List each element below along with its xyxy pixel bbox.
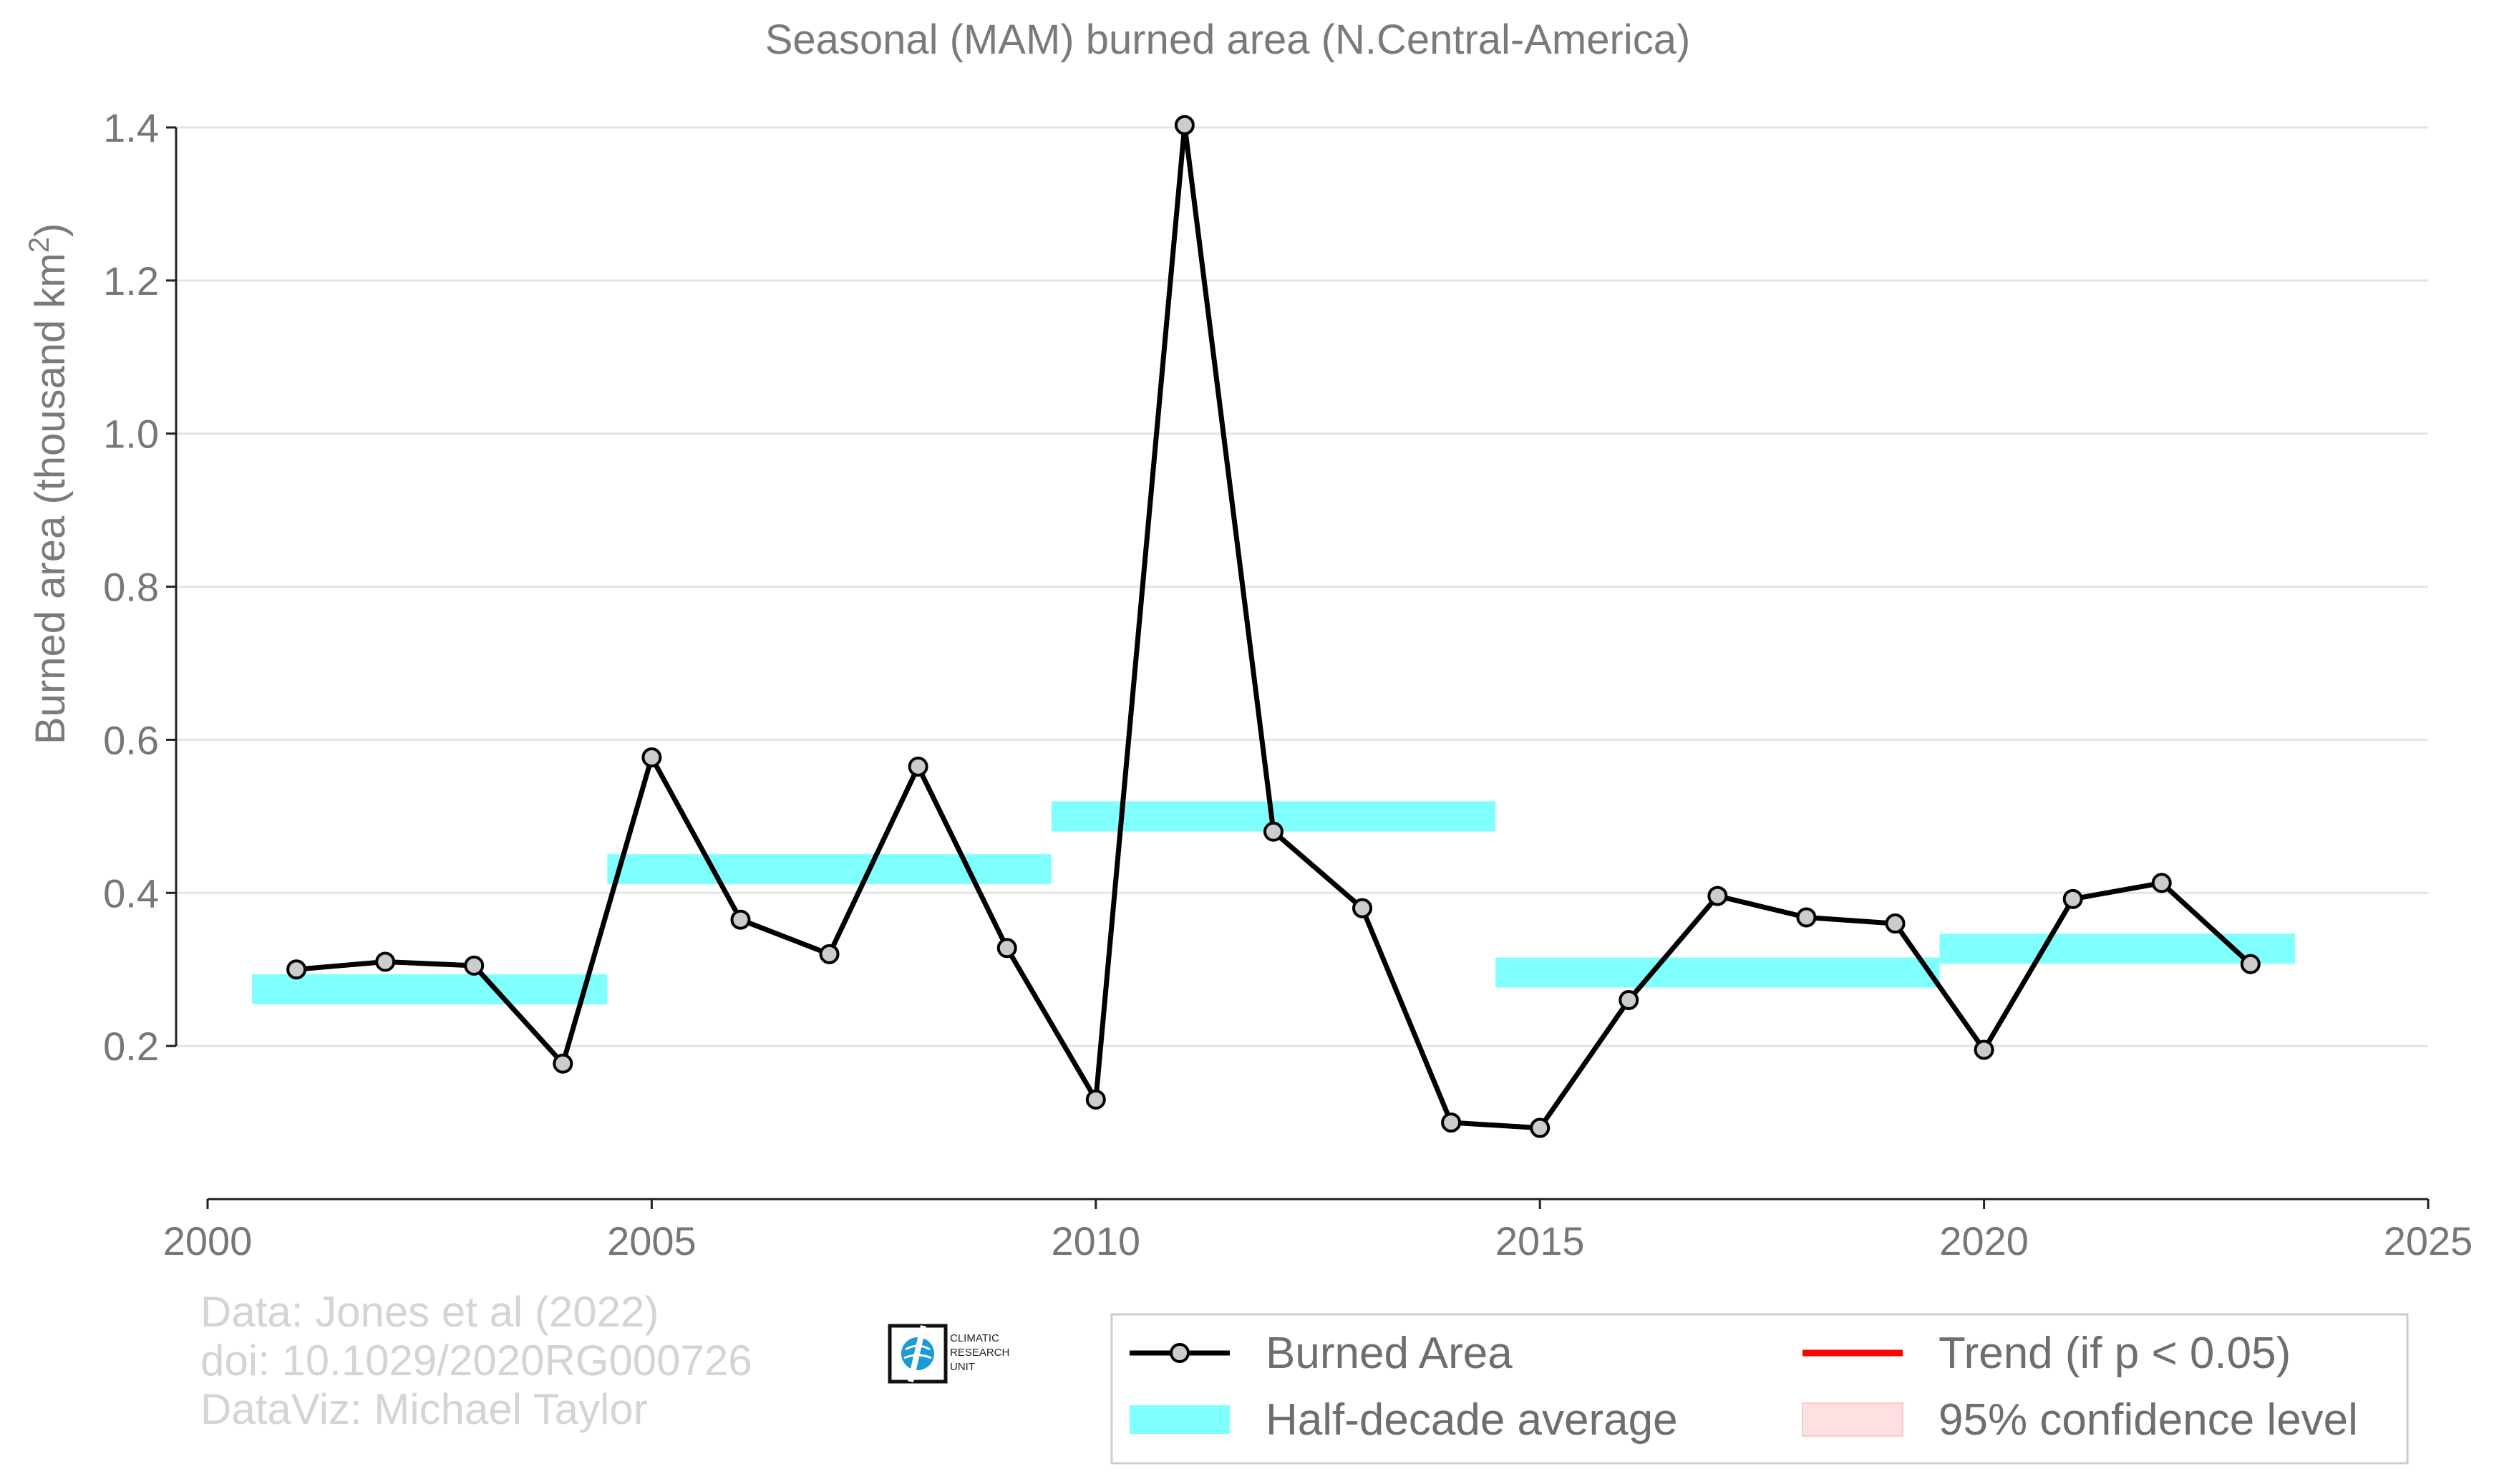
burned-area-point (1085, 1089, 1106, 1110)
legend-label-confidence: 95% confidence level (1938, 1395, 2358, 1445)
burned-area-points (286, 115, 2261, 1138)
legend-marker-burned-area (1170, 1343, 1190, 1363)
burned-area-point (1885, 913, 1906, 934)
legend-swatch-confidence (1802, 1402, 1903, 1437)
x-tick-label: 2015 (1495, 1218, 1585, 1264)
axes (166, 126, 2430, 1209)
y-tick-label: 1.0 (103, 412, 159, 457)
burned-area-point (996, 938, 1017, 959)
y-tick-label: 1.2 (103, 258, 159, 304)
credit-doi: doi: 10.1029/2020RG000726 (200, 1337, 752, 1384)
x-tick-label: 2025 (2384, 1218, 2473, 1264)
burned-area-point (464, 955, 485, 976)
legend-label-burned-area: Burned Area (1266, 1329, 1513, 1378)
burned-area-point (2151, 873, 2172, 893)
half-decade-bars (252, 801, 2295, 1005)
burned-area-point (1352, 898, 1373, 918)
credit-data: Data: Jones et al (2022) (200, 1288, 659, 1336)
credit-dataviz: DataViz: Michael Taylor (200, 1385, 648, 1433)
y-tick-label: 0.2 (103, 1024, 159, 1069)
burned-area-point (375, 951, 396, 972)
y-axis-label: Burned area (thousand km2) (24, 223, 74, 745)
chart-title: Seasonal (MAM) burned area (N.Central-Am… (765, 16, 1691, 63)
half-decade-bar (1495, 957, 1940, 988)
burned-area-point (1796, 907, 1817, 928)
cru-logo: CLIMATIC RESEARCH UNIT (888, 1324, 1009, 1384)
burned-area-point (1263, 821, 1284, 842)
logo-line1: CLIMATIC (950, 1332, 999, 1344)
half-decade-bar (607, 854, 1052, 885)
x-tick-label: 2020 (1939, 1218, 2029, 1264)
y-tick-label: 1.4 (103, 105, 159, 150)
burned-area-point (2062, 888, 2083, 909)
legend-label-half-decade: Half-decade average (1266, 1395, 1678, 1445)
burned-area-point (1619, 989, 1639, 1010)
half-decade-bar (252, 974, 608, 1005)
y-tick-label: 0.4 (103, 870, 159, 916)
logo-line3: UNIT (950, 1361, 975, 1373)
y-tick-label: 0.6 (103, 717, 159, 762)
burned-area-point (1441, 1112, 1462, 1133)
legend-box (1110, 1313, 2409, 1465)
legend: Burned Area Half-decade average Trend (i… (1110, 1313, 2409, 1465)
y-tick-label: 0.8 (103, 565, 159, 610)
x-tick-label: 2010 (1052, 1218, 1141, 1264)
legend-swatch-half-decade (1130, 1405, 1230, 1434)
burned-area-point (641, 747, 662, 768)
burned-area-point (1174, 115, 1195, 135)
burned-area-point (730, 909, 751, 930)
burned-area-point (553, 1053, 573, 1074)
burned-area-point (908, 756, 928, 777)
y-tick-labels: 0.2 0.4 0.6 0.8 1.0 1.2 1.4 (103, 105, 159, 1069)
x-tick-label: 2005 (607, 1218, 697, 1264)
x-tick-label: 2000 (163, 1218, 253, 1264)
burned-area-point (2240, 954, 2261, 974)
burned-area-point (1974, 1039, 1994, 1060)
burned-area-point (1530, 1117, 1551, 1138)
burned-area-point (1707, 886, 1728, 906)
x-tick-labels: 2000 2005 2010 2015 2020 2025 (163, 1218, 2473, 1264)
grid-lines (172, 126, 2428, 1047)
logo-line2: RESEARCH (950, 1347, 1009, 1359)
burned-area-point (819, 944, 840, 964)
burned-area-point (286, 959, 307, 980)
legend-label-trend: Trend (if p < 0.05) (1938, 1329, 2291, 1378)
